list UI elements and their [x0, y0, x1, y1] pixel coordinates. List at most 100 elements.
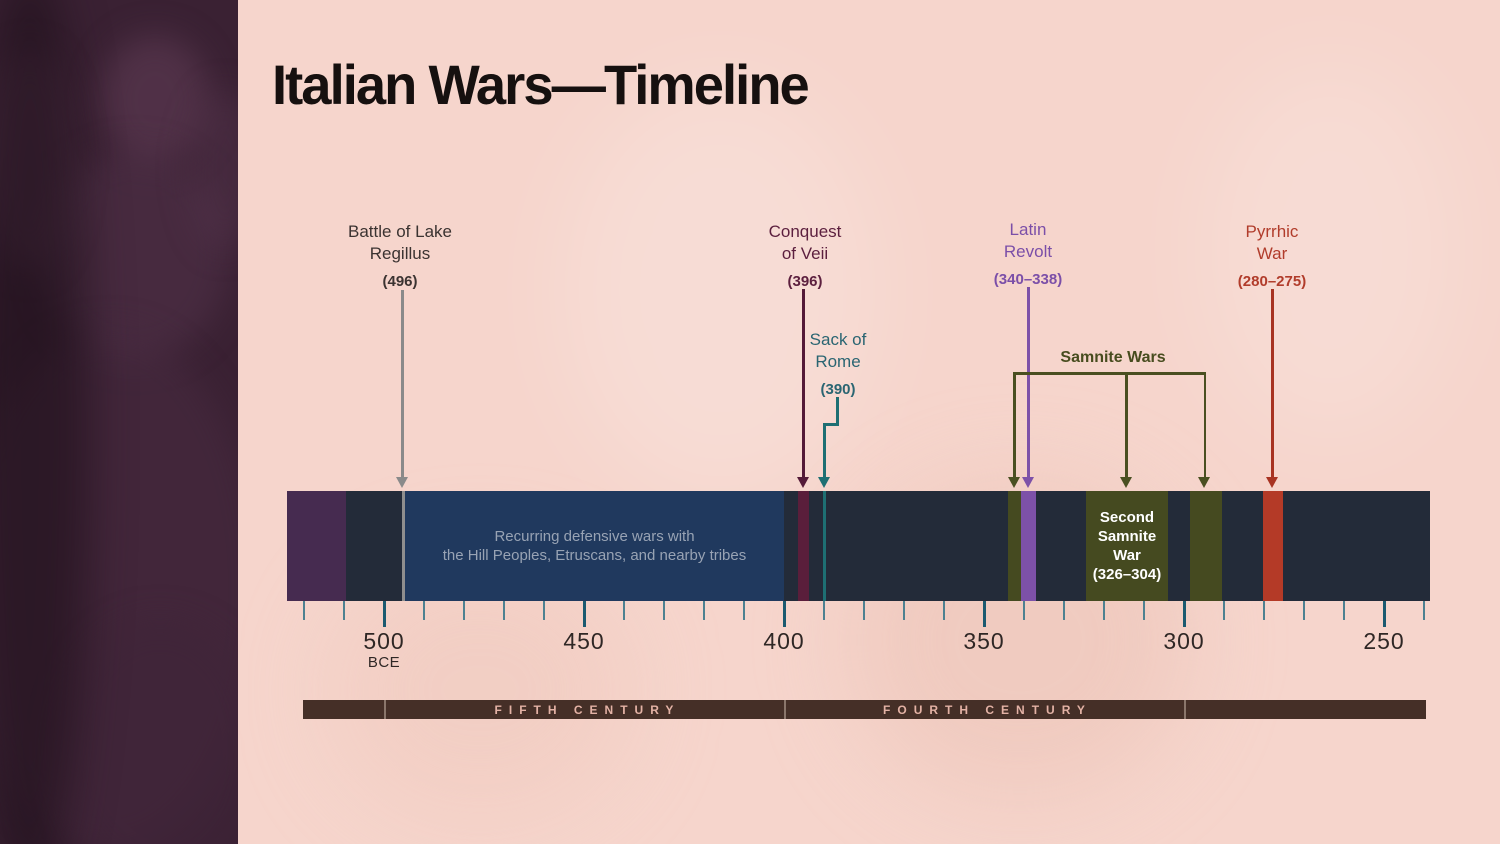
lake-regillus-arrow-line — [401, 290, 404, 477]
axis-tick-370 — [903, 601, 905, 620]
axis-tick-420 — [703, 601, 705, 620]
callout-sack-rome: Sack of Rome (390) — [810, 329, 867, 401]
callout-pyrrhic-war-line2: War — [1256, 244, 1288, 263]
callout-lake-regillus-line1: Battle of Lake — [348, 222, 452, 241]
century-label-fifth: FIFTH CENTURY — [494, 702, 681, 717]
axis-tick-260 — [1343, 601, 1345, 620]
axis-tick-290 — [1223, 601, 1225, 620]
second-samnite-line2: Samnite — [1097, 528, 1157, 545]
callout-latin-revolt-date: (340–338) — [993, 271, 1063, 288]
callout-lake-regillus: Battle of Lake Regillus (496) — [348, 221, 452, 293]
axis-label-300: 300 — [1163, 628, 1205, 654]
conquest-veii-arrowhead-icon — [797, 477, 809, 488]
axis-tick-450 — [582, 601, 586, 627]
sack-rome-connector-step — [823, 423, 839, 426]
axis-tick-350 — [982, 601, 986, 627]
axis-tick-470 — [503, 601, 505, 620]
timeline-bar: Recurring defensive wars with the Hill P… — [287, 491, 1430, 601]
axis-tick-510 — [343, 601, 345, 620]
axis-tick-240 — [1423, 601, 1425, 620]
second-samnite-date: (326–304) — [1092, 566, 1162, 583]
samnite-middle-arrowhead-icon — [1120, 477, 1132, 488]
marker-sack-of-rome — [823, 491, 826, 601]
second-samnite-line1: Second — [1099, 509, 1155, 526]
samnite-right-arrowhead-icon — [1198, 477, 1210, 488]
segment-pyrrhic-war — [1263, 491, 1283, 601]
axis-tick-430 — [663, 601, 665, 620]
callout-sack-rome-line2: Rome — [815, 352, 861, 371]
callout-latin-revolt: Latin Revolt (340–338) — [994, 219, 1062, 291]
century-divider-500 — [384, 700, 386, 719]
statue-foliage — [190, 90, 238, 250]
conquest-veii-arrow-line — [802, 289, 805, 477]
callout-pyrrhic-war-date: (280–275) — [1237, 273, 1307, 290]
defensive-wars-text-line1: Recurring defensive wars with — [494, 527, 695, 545]
axis-tick-460 — [543, 601, 545, 620]
axis-tick-330 — [1063, 601, 1065, 620]
century-divider-300 — [1184, 700, 1186, 719]
samnite-bracket-right-line — [1203, 372, 1206, 477]
marker-lake-regillus — [402, 491, 405, 601]
axis-tick-300 — [1182, 601, 1186, 627]
segment-third-samnite — [1190, 491, 1222, 601]
axis-tick-320 — [1103, 601, 1105, 620]
samnite-bracket-middle-line — [1125, 372, 1128, 477]
axis-tick-270 — [1303, 601, 1305, 620]
axis-tick-500 — [382, 601, 386, 627]
axis-label-500: 500 — [363, 628, 405, 654]
callout-conquest-veii-line2: of Veii — [781, 244, 829, 263]
callout-pyrrhic-war: Pyrrhic War (280–275) — [1238, 221, 1306, 293]
callout-sack-rome-line1: Sack of — [809, 330, 867, 349]
lake-regillus-arrowhead-icon — [396, 477, 408, 488]
callout-latin-revolt-line1: Latin — [1009, 220, 1047, 239]
slide-title: Italian Wars—Timeline — [272, 53, 810, 116]
samnite-left-arrowhead-icon — [1008, 477, 1020, 488]
latin-revolt-arrowhead-icon — [1022, 477, 1034, 488]
axis-label-450: 450 — [563, 628, 605, 654]
defensive-wars-text-line2: the Hill Peoples, Etruscans, and nearby … — [442, 547, 747, 564]
segment-first-samnite — [1008, 491, 1021, 601]
callout-pyrrhic-war-line1: Pyrrhic — [1245, 222, 1299, 241]
sack-rome-connector-upper — [836, 397, 839, 425]
second-samnite-line3: War — [1113, 547, 1141, 564]
sidebar-statue-panel — [0, 0, 238, 844]
samnite-wars-label-text: Samnite Wars — [1060, 349, 1166, 366]
samnite-wars-label: Samnite Wars — [1060, 347, 1165, 369]
axis-tick-480 — [463, 601, 465, 620]
axis-tick-280 — [1263, 601, 1265, 620]
callout-conquest-veii: Conquest of Veii (396) — [769, 221, 842, 293]
latin-revolt-arrow-line — [1027, 287, 1030, 477]
axis-tick-360 — [943, 601, 945, 620]
axis-tick-440 — [623, 601, 625, 620]
sack-rome-arrowhead-icon — [818, 477, 830, 488]
statue-head — [100, 35, 210, 165]
timeline-axis: BCE 500 450 400 350 300 250 — [0, 601, 1500, 686]
pyrrhic-war-arrow-line — [1271, 289, 1274, 477]
callout-conquest-veii-date: (396) — [787, 273, 823, 290]
pyrrhic-war-arrowhead-icon — [1266, 477, 1278, 488]
segment-defensive-wars: Recurring defensive wars with the Hill P… — [405, 491, 784, 601]
century-divider-400 — [784, 700, 786, 719]
axis-label-350: 350 — [963, 628, 1005, 654]
segment-latin-revolt — [1021, 491, 1036, 601]
axis-tick-310 — [1143, 601, 1145, 620]
axis-tick-490 — [423, 601, 425, 620]
callout-conquest-veii-line1: Conquest — [768, 222, 842, 241]
segment-early-period — [287, 491, 346, 601]
samnite-bracket-horizontal — [1013, 372, 1206, 375]
statue-shadow — [0, 0, 90, 844]
axis-tick-340 — [1023, 601, 1025, 620]
axis-label-250: 250 — [1363, 628, 1405, 654]
century-label-fourth: FOURTH CENTURY — [883, 702, 1092, 717]
callout-lake-regillus-line2: Regillus — [369, 244, 431, 263]
callout-sack-rome-date: (390) — [820, 381, 856, 398]
samnite-bracket-left-line — [1013, 372, 1016, 477]
axis-label-400: 400 — [763, 628, 805, 654]
bce-label: BCE — [367, 654, 401, 671]
axis-tick-410 — [743, 601, 745, 620]
axis-tick-400 — [782, 601, 786, 627]
statue-fold — [60, 620, 238, 844]
segment-second-samnite: Second Samnite War (326–304) — [1086, 491, 1168, 601]
segment-conquest-veii — [798, 491, 809, 601]
